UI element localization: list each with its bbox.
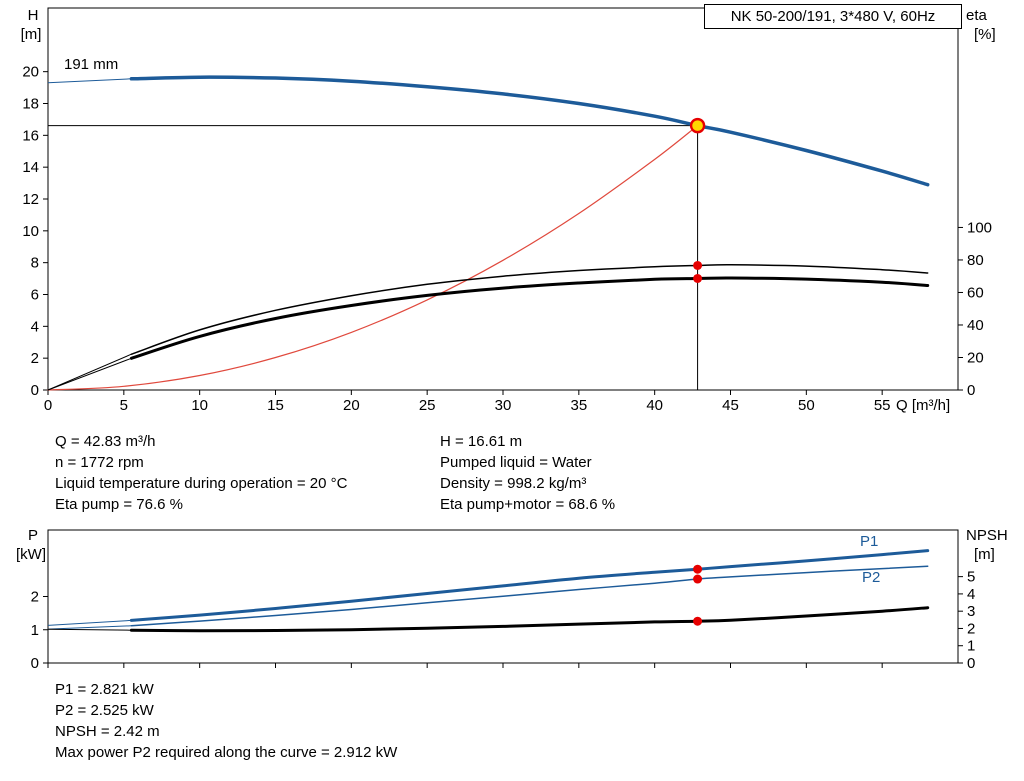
info-line-npsh: NPSH = 2.42 m <box>55 723 160 740</box>
y-right-tick-label: 0 <box>967 382 975 399</box>
info-line-max-power: Max power P2 required along the curve = … <box>55 744 398 761</box>
curve-eta-pump-motor <box>129 276 930 360</box>
curve-npsh-lead <box>47 628 132 631</box>
x-tick-label: 40 <box>646 397 663 414</box>
y-left-tick-label: 12 <box>22 191 39 208</box>
y-right-tick-label: 4 <box>967 586 975 603</box>
y-left-tick-label: 20 <box>22 64 39 81</box>
curve-system-curve <box>47 125 699 391</box>
y-right-tick-label: 3 <box>967 603 975 620</box>
y-left-tick-label: 10 <box>22 223 39 240</box>
x-axis-label: Q [m³/h] <box>896 397 950 414</box>
info-line-speed: n = 1772 rpm <box>55 454 144 471</box>
qh-eta-chart: 191 mm 0 5 10 15 20 25 30 35 40 45 50 55 0 2 4 6 8 10 12 14… <box>21 7 996 414</box>
p1-curve-label: P1 <box>860 533 878 550</box>
y-right-tick-label: 40 <box>967 317 984 334</box>
x-tick-label: 0 <box>44 397 52 414</box>
duty-point-marker[interactable] <box>689 117 706 134</box>
y-left-tick-label: 18 <box>22 96 39 113</box>
curve-p2 <box>130 565 929 627</box>
y-right-tick-label: 5 <box>967 569 975 586</box>
curve-eta-pump-motor-lead <box>47 357 132 391</box>
y-left-tick-label: 0 <box>31 382 39 399</box>
y-right-axis-label: eta <box>966 7 988 24</box>
x-tick-label: 5 <box>120 397 128 414</box>
info-line-liquid-temp: Liquid temperature during operation = 20… <box>55 475 348 492</box>
y-left-axis-unit: [m] <box>21 26 42 43</box>
y-left-tick-label: 1 <box>31 622 39 639</box>
y-left-axis-unit: [kW] <box>16 546 46 563</box>
y-right-axis-unit: [m] <box>974 546 995 563</box>
x-tick-label: 45 <box>722 397 739 414</box>
curve-eta-pump <box>130 264 929 355</box>
y-right-tick-label: 2 <box>967 620 975 637</box>
y-right-tick-label: 0 <box>967 655 975 672</box>
power-info-column: P1 = 2.821 kW P2 = 2.525 kW NPSH = 2.42 … <box>55 679 397 763</box>
curve-head-lead <box>47 78 132 84</box>
info-line-p2: P2 = 2.525 kW <box>55 702 154 719</box>
y-left-tick-label: 0 <box>31 655 39 672</box>
y-left-tick-label: 14 <box>22 159 39 176</box>
duty-dot-marker <box>693 574 703 584</box>
duty-dot-marker <box>693 273 703 283</box>
y-left-tick-label: 4 <box>31 318 39 335</box>
duty-dot-marker <box>693 564 703 574</box>
x-tick-label: 55 <box>874 397 891 414</box>
x-tick-label: 15 <box>267 397 284 414</box>
curve-p2-lead <box>47 625 132 630</box>
y-left-axis-label: H <box>28 7 39 24</box>
curve-eta-pump-lead <box>47 353 132 391</box>
y-right-tick-label: 80 <box>967 252 984 269</box>
y-left-tick-label: 16 <box>22 127 39 144</box>
info-line-eta-pump: Eta pump = 76.6 % <box>55 496 183 513</box>
duty-dot-marker <box>693 616 703 626</box>
pump-title-box: NK 50-200/191, 3*480 V, 60Hz <box>704 4 962 29</box>
y-left-tick-label: 2 <box>31 350 39 367</box>
x-tick-label: 10 <box>191 397 208 414</box>
y-right-axis-unit: [%] <box>974 26 996 43</box>
duty-info-left-column: Q = 42.83 m³/h n = 1772 rpm Liquid tempe… <box>55 431 347 515</box>
y-left-tick-label: 2 <box>31 589 39 606</box>
y-right-tick-label: 1 <box>967 638 975 655</box>
x-tick-label: 25 <box>419 397 436 414</box>
duty-dot-marker <box>693 260 703 270</box>
info-line-p1: P1 = 2.821 kW <box>55 681 154 698</box>
curve-npsh <box>129 606 930 633</box>
curve-p1-lead <box>47 619 132 626</box>
impeller-diameter-label: 191 mm <box>64 56 118 73</box>
y-right-axis-label: NPSH <box>966 527 1008 544</box>
y-right-tick-label: 100 <box>967 219 992 236</box>
y-left-axis-label: P <box>28 527 38 544</box>
x-tick-label: 35 <box>570 397 587 414</box>
plot-border <box>47 7 959 391</box>
curve-p1 <box>129 549 930 622</box>
x-tick-label: 50 <box>798 397 815 414</box>
y-right-tick-label: 60 <box>967 284 984 301</box>
x-tick-label: 30 <box>495 397 512 414</box>
duty-info-right-column: H = 16.61 m Pumped liquid = Water Densit… <box>440 431 615 515</box>
info-line-eta-pump-motor: Eta pump+motor = 68.6 % <box>440 496 616 513</box>
y-right-tick-label: 20 <box>967 349 984 366</box>
curve-head <box>129 75 930 187</box>
info-line-q: Q = 42.83 m³/h <box>55 433 156 450</box>
x-tick-label: 20 <box>343 397 360 414</box>
p2-curve-label: P2 <box>862 569 880 586</box>
info-line-head: H = 16.61 m <box>440 433 523 450</box>
y-left-tick-label: 8 <box>31 255 39 272</box>
info-line-pumped-liquid: Pumped liquid = Water <box>440 454 592 471</box>
y-left-tick-label: 6 <box>31 287 39 304</box>
info-line-density: Density = 998.2 kg/m³ <box>440 475 587 492</box>
